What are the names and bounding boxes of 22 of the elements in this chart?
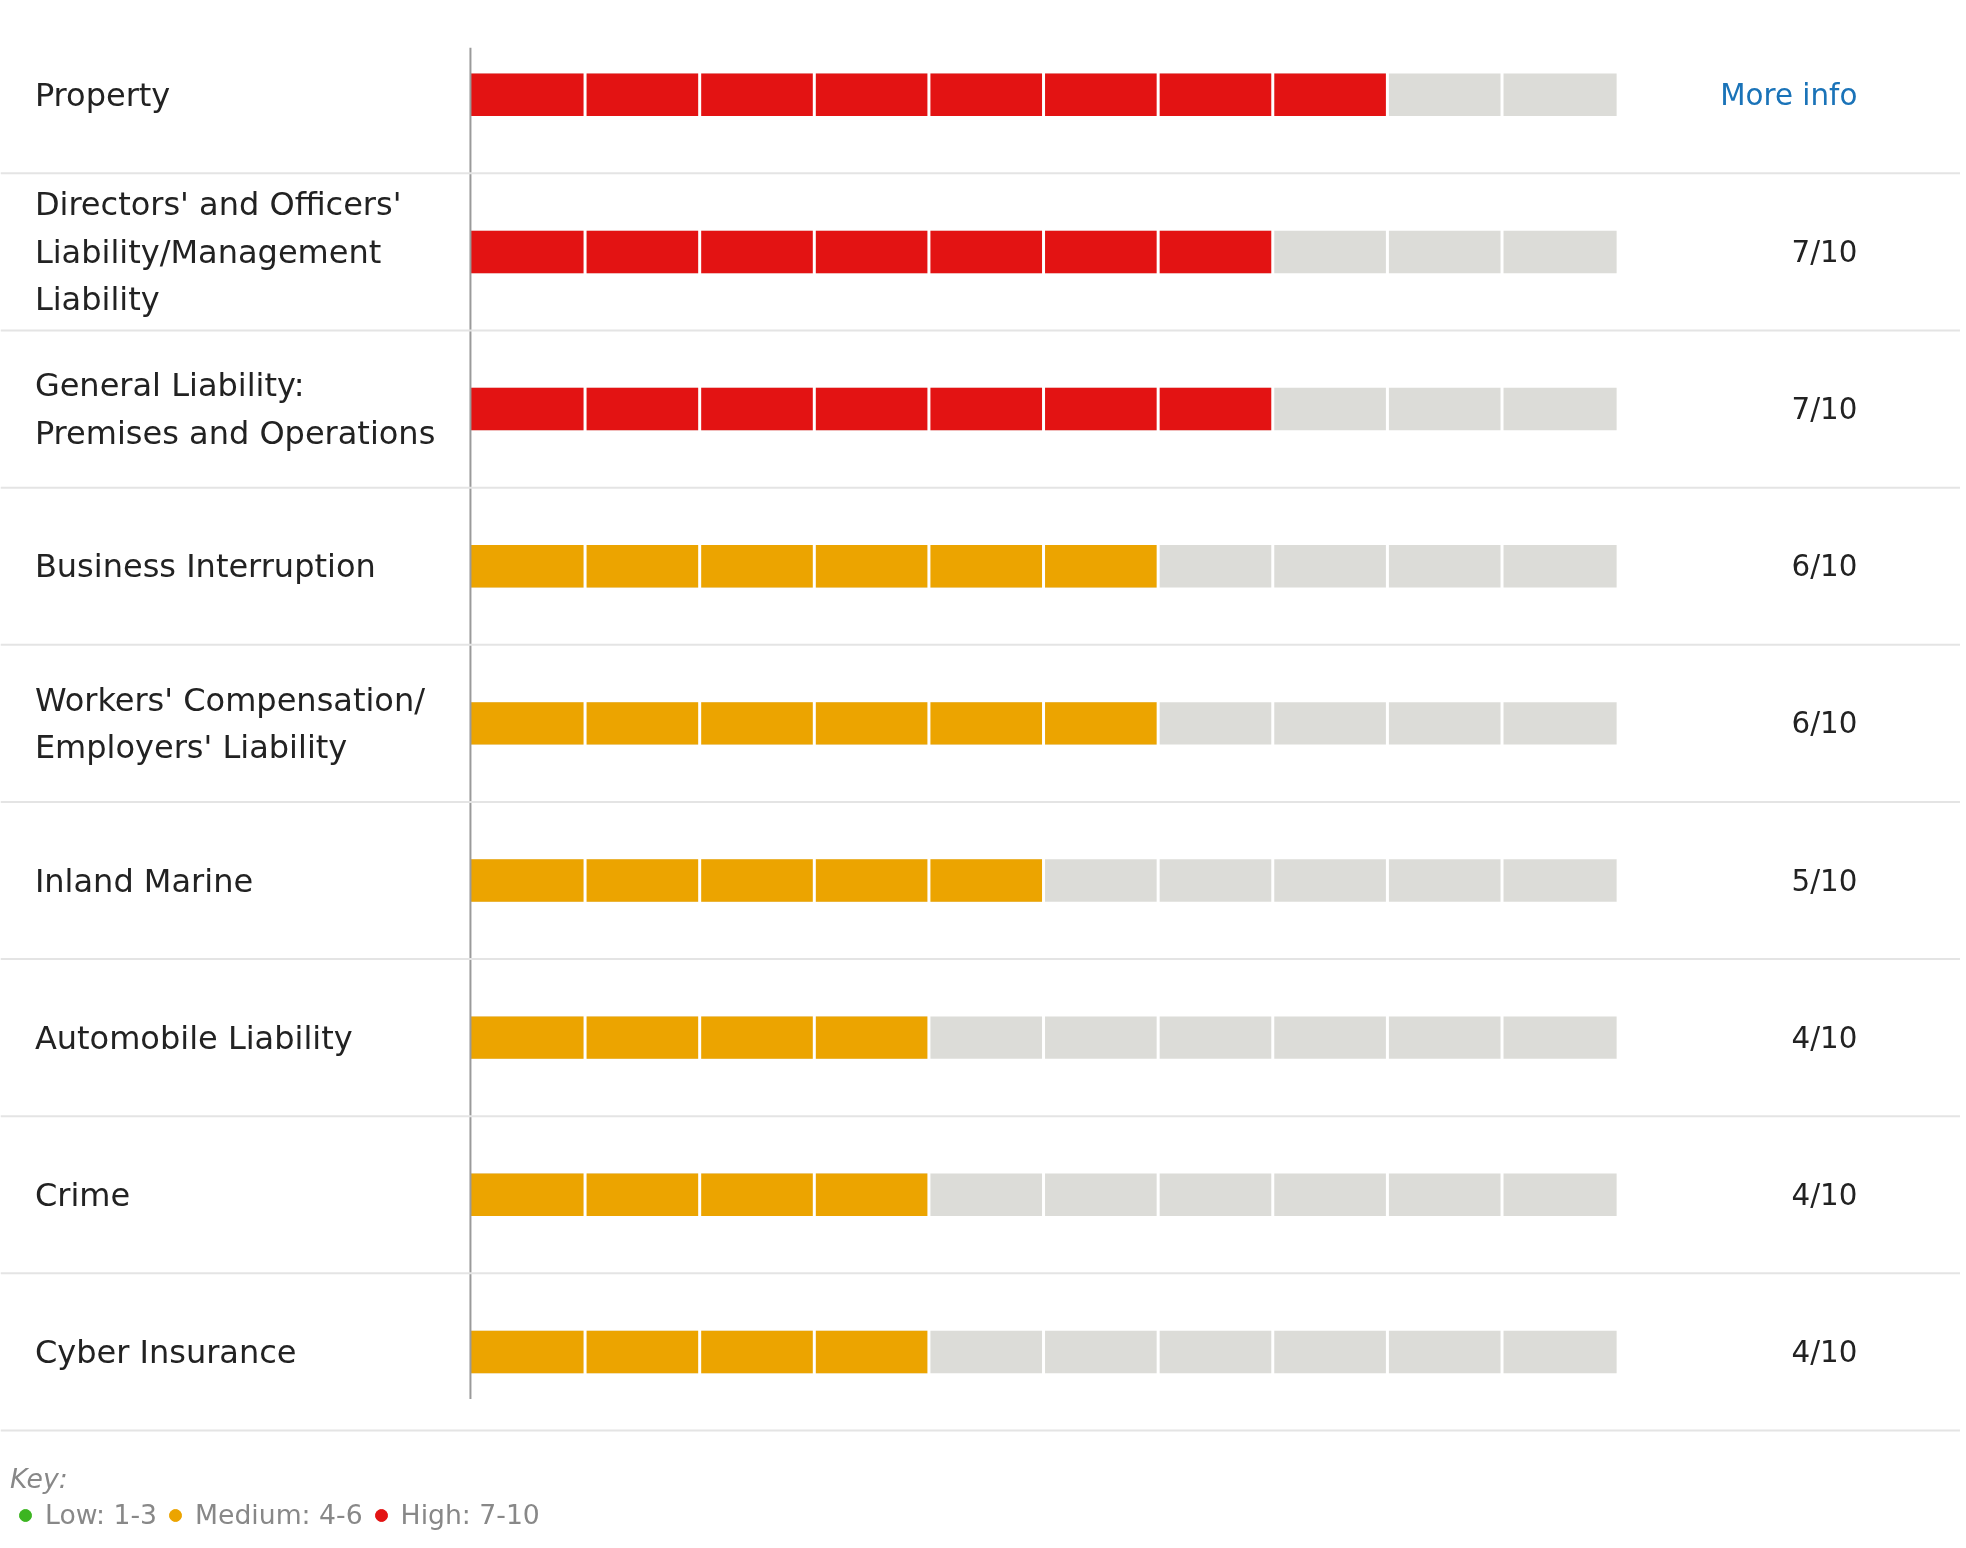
y-tick-label: Cyber Insurance <box>34 1332 297 1371</box>
y-tick-label: Business Interruption <box>34 547 376 586</box>
y-tick-label: General Liability: Premises and Operations <box>34 366 436 452</box>
text: 4/10 <box>1791 1177 1858 1212</box>
y-tick-label: Inland Marine <box>34 861 254 900</box>
text: 7/10 <box>1791 392 1858 427</box>
legend-label: Low: 1-3 <box>45 1499 158 1530</box>
text: 5/10 <box>1791 863 1858 898</box>
text: More info <box>1720 77 1858 112</box>
y-tick-label: Workers' Compensation/ Employers' Liability <box>34 680 426 767</box>
text: 4/10 <box>1791 1334 1858 1369</box>
legend-title: Key: <box>10 1463 69 1494</box>
y-tick-label: Automobile Liability <box>34 1018 353 1057</box>
text: 7/10 <box>1791 234 1858 269</box>
y-tick-label: Crime <box>34 1175 131 1214</box>
text: 6/10 <box>1791 706 1858 741</box>
text: 6/10 <box>1791 549 1858 584</box>
y-tick-label: Directors' and Officers' Liability/Management Liability <box>34 185 402 319</box>
text: 4/10 <box>1791 1020 1858 1055</box>
legend-label: Medium: 4-6 <box>195 1499 363 1530</box>
y-tick-label: Property <box>34 75 171 114</box>
legend-label: High: 7-10 <box>400 1499 540 1530</box>
